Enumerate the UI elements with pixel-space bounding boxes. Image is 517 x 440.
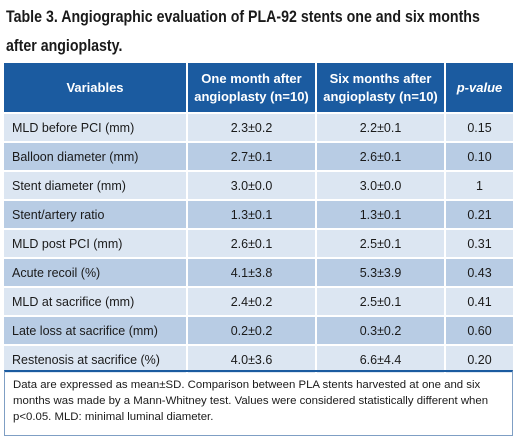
p-value-cell: 0.60 [445, 315, 513, 345]
six-months-cell: 2.6±0.1 [316, 141, 446, 171]
p-value-cell: 0.10 [445, 141, 513, 171]
one-month-cell: 1.3±0.1 [187, 199, 317, 229]
variable-cell: Stent diameter (mm) [4, 170, 188, 200]
variable-cell: MLD at sacrifice (mm) [4, 286, 188, 316]
p-value-cell: 0.43 [445, 257, 513, 287]
header-row: Variables One month after angioplasty (n… [4, 63, 513, 113]
variable-cell: Stent/artery ratio [4, 199, 188, 229]
one-month-cell: 2.6±0.1 [187, 228, 317, 258]
one-month-cell: 4.0±3.6 [187, 344, 317, 373]
variable-cell: Restenosis at sacrifice (%) [4, 344, 188, 373]
table-row: Acute recoil (%) 4.1±3.8 5.3±3.9 0.43 [4, 257, 513, 287]
data-table: Variables One month after angioplasty (n… [4, 63, 513, 373]
table-body: MLD before PCI (mm) 2.3±0.2 2.2±0.1 0.15 Bal… [4, 112, 513, 373]
table-title: Table 3. Angiographic evaluation of PLA-… [6, 8, 480, 55]
table-row: MLD at sacrifice (mm) 2.4±0.2 2.5±0.1 0.41 [4, 286, 513, 316]
six-months-cell: 2.5±0.1 [316, 228, 446, 258]
variable-cell: Acute recoil (%) [4, 257, 188, 287]
table-row: MLD before PCI (mm) 2.3±0.2 2.2±0.1 0.15 [4, 112, 513, 142]
p-value-cell: 0.41 [445, 286, 513, 316]
table-row: Stent diameter (mm) 3.0±0.0 3.0±0.0 1 [4, 170, 513, 200]
p-value-label: p-value [456, 79, 503, 95]
table-row: Stent/artery ratio 1.3±0.1 1.3±0.1 0.21 [4, 199, 513, 229]
p-value-cell: 0.31 [445, 228, 513, 258]
one-month-cell: 2.3±0.2 [187, 112, 317, 142]
six-months-cell: 1.3±0.1 [316, 199, 446, 229]
variable-cell: MLD before PCI (mm) [4, 112, 188, 142]
p-value-cell: 0.21 [445, 199, 513, 229]
six-months-cell: 2.2±0.1 [316, 112, 446, 142]
variable-cell: Balloon diameter (mm) [4, 141, 188, 171]
variable-cell: Late loss at sacrifice (mm) [4, 315, 188, 345]
table-row: MLD post PCI (mm) 2.6±0.1 2.5±0.1 0.31 [4, 228, 513, 258]
six-months-cell: 6.6±4.4 [316, 344, 446, 373]
six-months-cell: 0.3±0.2 [316, 315, 446, 345]
table-row: Balloon diameter (mm) 2.7±0.1 2.6±0.1 0.10 [4, 141, 513, 171]
p-value-cell: 0.15 [445, 112, 513, 142]
six-months-cell: 2.5±0.1 [316, 286, 446, 316]
column-header-p-value: p-value [445, 63, 513, 113]
column-header-variables: Variables [4, 63, 188, 113]
p-value-cell: 1 [445, 170, 513, 200]
column-header-one-month: One month after angioplasty (n=10) [187, 63, 317, 113]
table-footnote: Data are expressed as mean±SD. Compariso… [4, 370, 513, 436]
one-month-cell: 4.1±3.8 [187, 257, 317, 287]
column-header-six-months: Six months after angioplasty (n=10) [316, 63, 446, 113]
one-month-cell: 0.2±0.2 [187, 315, 317, 345]
one-month-cell: 2.7±0.1 [187, 141, 317, 171]
p-value-cell: 0.20 [445, 344, 513, 373]
one-month-cell: 2.4±0.2 [187, 286, 317, 316]
variable-cell: MLD post PCI (mm) [4, 228, 188, 258]
six-months-cell: 5.3±3.9 [316, 257, 446, 287]
six-months-cell: 3.0±0.0 [316, 170, 446, 200]
one-month-cell: 3.0±0.0 [187, 170, 317, 200]
table-row: Late loss at sacrifice (mm) 0.2±0.2 0.3±0.… [4, 315, 513, 345]
table-row: Restenosis at sacrifice (%) 4.0±3.6 6.6±4.… [4, 344, 513, 373]
